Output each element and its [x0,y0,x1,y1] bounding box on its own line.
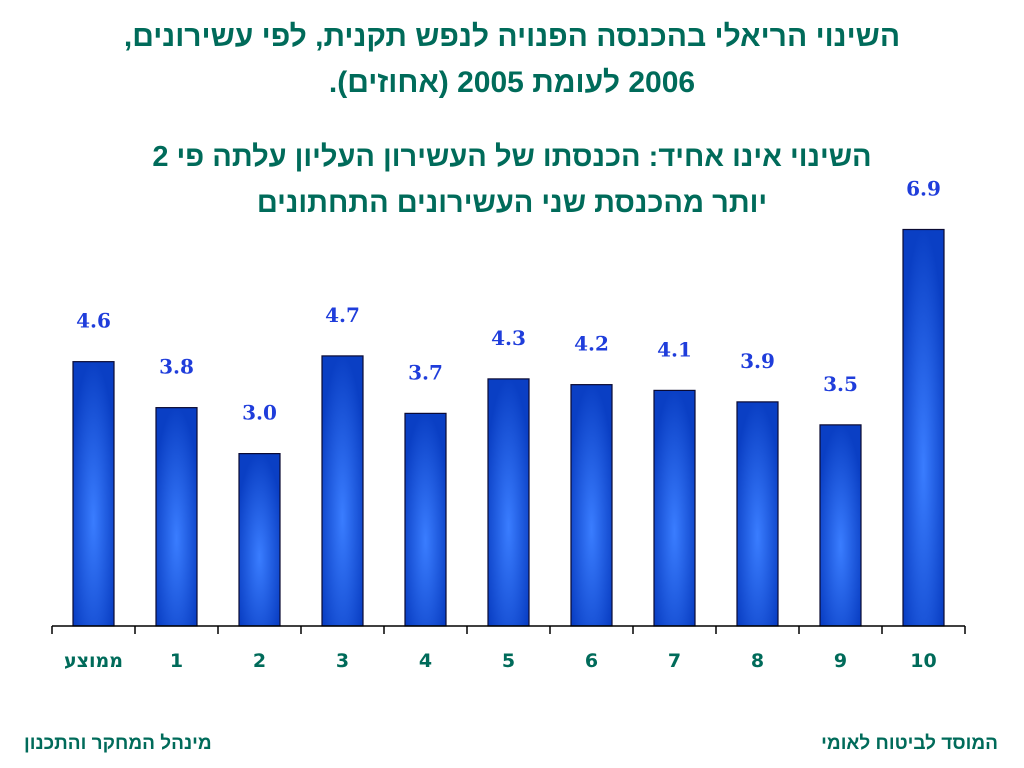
data-label: 3.9 [740,349,775,373]
data-label: 4.7 [325,303,360,327]
footer-organization: המוסד לביטוח לאומי [821,733,998,754]
x-axis [51,625,966,634]
data-label: 4.2 [574,332,609,356]
data-label: 6.9 [906,176,941,200]
bar-decile-4 [404,412,447,627]
data-label: 3.7 [408,360,443,384]
bar-average [72,361,115,627]
category-label: 7 [668,650,681,672]
bar-decile-2 [238,453,281,627]
category-label: 1 [170,650,183,672]
category-label: ממוצע [64,650,123,672]
data-label: 3.0 [242,401,277,425]
bar-decile-5 [487,378,530,627]
category-label: 3 [336,650,349,672]
bar-decile-8 [736,401,779,627]
subtitle-line-1: השינוי אינו אחיד: הכנסתו של העשירון העלי… [152,141,872,173]
title-line-2: 2006 לעומת 2005 (אחוזים). [328,66,696,99]
bars-group [72,228,945,627]
bar-decile-9 [819,424,862,627]
chart-subtitle: השינוי אינו אחיד: הכנסתו של העשירון העלי… [40,134,984,226]
data-label: 3.8 [159,355,194,379]
bar-decile-7 [653,389,696,627]
chart-title: השינוי הריאלי בהכנסה הפנויה לנפש תקנית, … [40,14,984,106]
bar-decile-3 [321,355,364,627]
data-label: 4.3 [491,326,526,350]
bar-decile-6 [570,384,613,627]
data-label: 4.6 [76,309,111,333]
data-label: 4.1 [657,337,692,361]
category-label: 4 [419,650,432,672]
bar-decile-1 [155,407,198,627]
category-label: 8 [751,650,764,672]
category-label: 2 [253,650,266,672]
footer-department: מינהל המחקר והתכנון [24,733,212,754]
data-label: 3.5 [823,372,858,396]
subtitle-line-2: יותר מהכנסת שני העשירונים התחתונים [256,187,768,219]
data-labels-group: 4.6 3.8 3.0 4.7 3.7 4.3 4.2 4.1 3.9 3.5 6.9 [76,176,941,424]
title-line-1: השינוי הריאלי בהכנסה הפנויה לנפש תקנית, … [123,20,901,53]
category-label: 5 [502,650,515,672]
category-label: 6 [585,650,598,672]
bar-decile-10 [902,228,945,627]
category-label: 10 [910,650,936,672]
category-labels-group: ממוצע 1 2 3 4 5 6 7 8 9 10 [64,650,937,672]
category-label: 9 [834,650,847,672]
